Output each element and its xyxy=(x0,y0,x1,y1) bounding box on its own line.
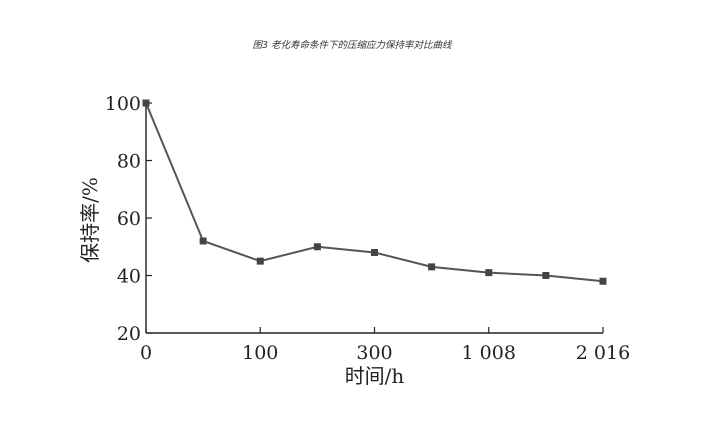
data-point xyxy=(542,272,550,279)
y-tick-label: 40 xyxy=(117,266,141,288)
x-tick-label: 100 xyxy=(242,342,278,364)
x-axis-label: 时间/h xyxy=(345,364,405,388)
data-point xyxy=(599,277,607,285)
y-tick-label: 20 xyxy=(117,323,141,345)
x-tick-label: 1 008 xyxy=(462,342,516,364)
y-tick-label: 100 xyxy=(105,93,141,115)
x-tick-label: 300 xyxy=(356,342,392,364)
data-point xyxy=(485,269,493,277)
data-series xyxy=(142,99,607,285)
x-tick-label: 0 xyxy=(140,342,152,364)
y-axis-ticks: 20 40 60 80 100 xyxy=(105,93,152,345)
y-tick-label: 60 xyxy=(117,208,141,230)
x-tick-label: 2 016 xyxy=(576,342,630,364)
chart-axes xyxy=(145,103,603,334)
data-point xyxy=(199,237,207,245)
data-point xyxy=(256,257,264,265)
data-point xyxy=(428,263,436,271)
data-point xyxy=(313,243,321,251)
chart-title: 图3 老化寿命条件下的压缩应力保持率对比曲线 xyxy=(252,40,452,51)
x-axis-ticks: 0 100 300 1 008 2 016 xyxy=(140,327,630,364)
y-axis-label: 保持率/% xyxy=(78,177,102,263)
data-point xyxy=(371,249,378,256)
y-tick-label: 80 xyxy=(117,151,141,173)
data-point xyxy=(142,99,150,107)
